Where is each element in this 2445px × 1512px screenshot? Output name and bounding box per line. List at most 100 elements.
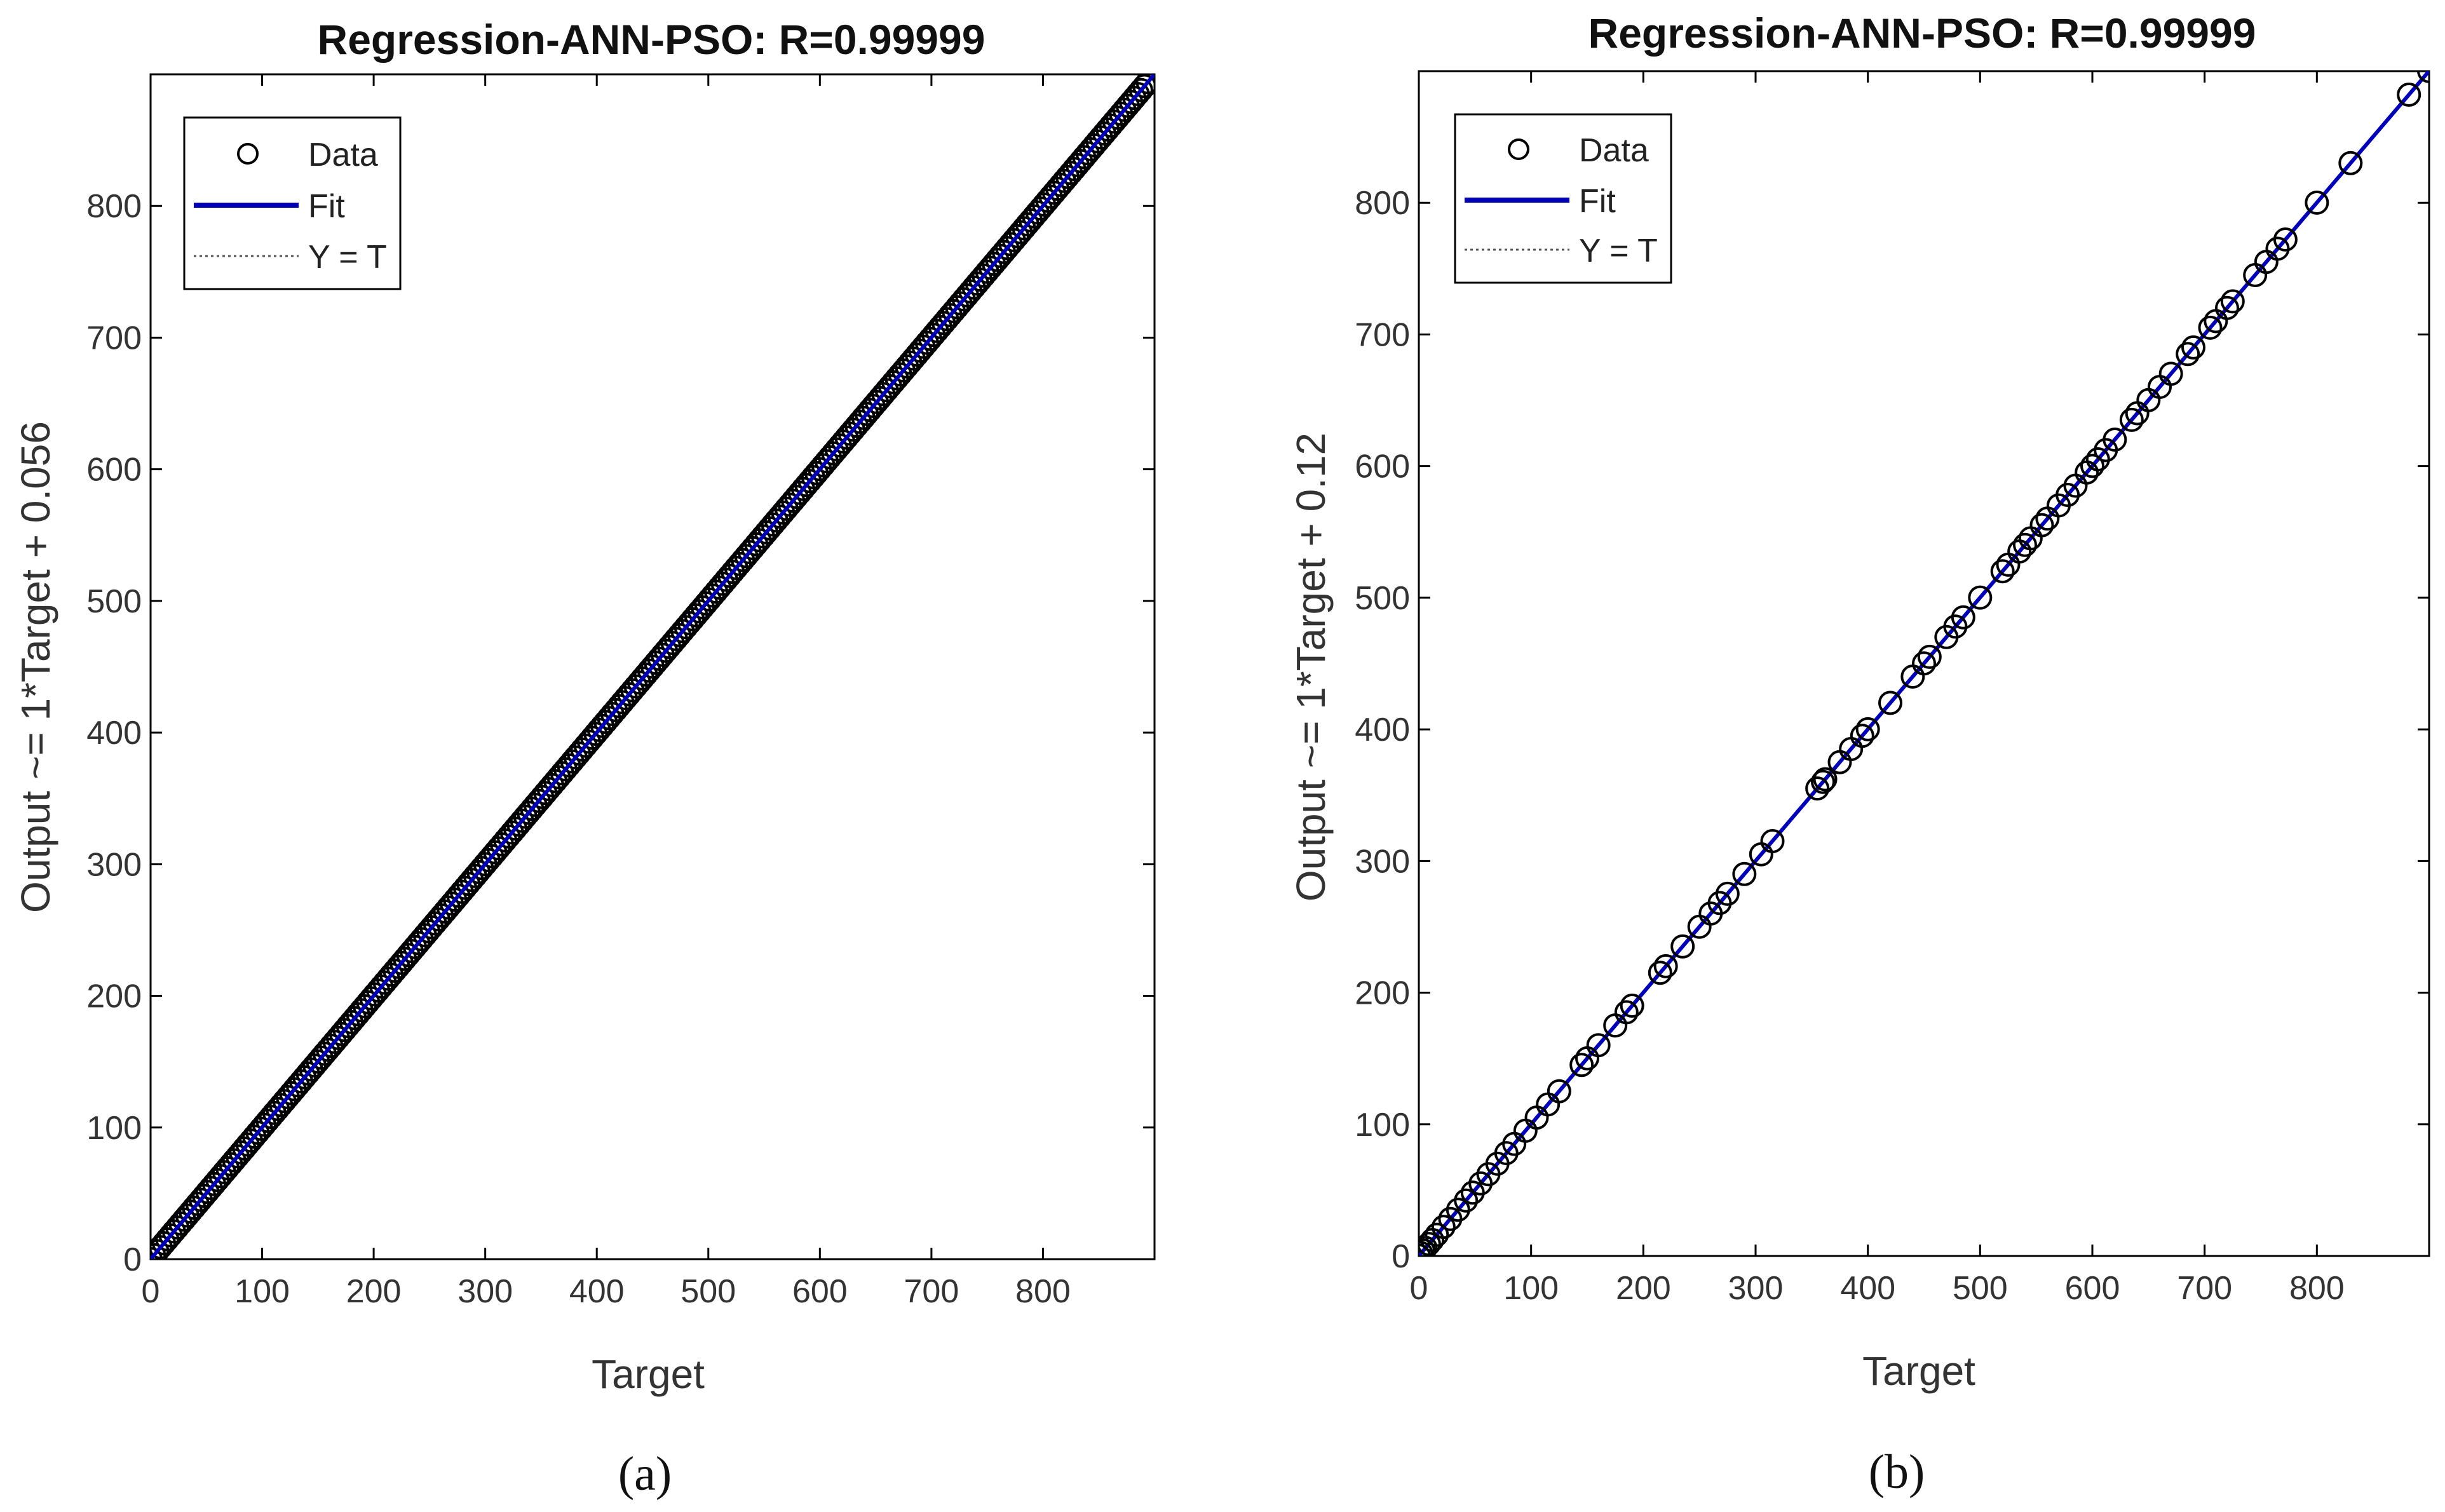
legend-b-fit-label: Fit xyxy=(1579,183,1616,220)
x-tick-label: 200 xyxy=(346,1273,402,1310)
panel-a-title: Regression-ANN-PSO: R=0.99999 xyxy=(318,16,985,63)
x-tick-label: 600 xyxy=(792,1273,848,1310)
panel-b-x-ticks: 0 100 200 300 400 500 600 700 800 xyxy=(1410,71,2345,1307)
data-point xyxy=(1547,1079,1571,1104)
data-point xyxy=(1990,559,2015,584)
data-point xyxy=(1454,1188,1479,1213)
panel-b-fit-line xyxy=(1419,71,2429,1256)
x-tick-label: 500 xyxy=(1953,1270,2008,1307)
data-point xyxy=(1653,954,1678,978)
data-point xyxy=(1425,1222,1449,1247)
panel-a-chart: Regression-ANN-PSO: R=0.99999 0 100 200 300… xyxy=(13,16,1156,1501)
y-tick-label: 100 xyxy=(86,1110,142,1147)
x-tick-label: 300 xyxy=(457,1273,513,1310)
legend-a-identity-label: Y = T xyxy=(308,239,387,276)
panel-b-y-label: Output ~= 1*Target + 0.12 xyxy=(1288,433,1334,901)
data-point xyxy=(1813,767,1838,792)
data-point xyxy=(2220,289,2245,314)
data-point xyxy=(2215,295,2239,320)
data-point xyxy=(1850,724,1874,748)
x-tick-label: 500 xyxy=(681,1273,736,1310)
data-point xyxy=(2176,342,2200,367)
data-point xyxy=(2181,335,2205,360)
data-point xyxy=(1431,1215,1456,1239)
data-point xyxy=(2013,532,2037,557)
x-tick-label: 800 xyxy=(2289,1270,2345,1307)
x-tick-label: 600 xyxy=(2065,1270,2120,1307)
y-tick-label: 800 xyxy=(1355,185,1410,222)
data-point xyxy=(1855,717,1880,741)
panel-a-y-ticks: 0 100 200 300 400 500 600 700 800 xyxy=(86,188,1155,1278)
y-tick-label: 100 xyxy=(1355,1107,1410,1144)
y-tick-label: 600 xyxy=(1355,449,1410,485)
legend-b-identity-label: Y = T xyxy=(1579,233,1658,269)
data-point xyxy=(1811,769,1835,794)
data-point xyxy=(1917,644,1942,669)
data-point xyxy=(2080,454,2104,478)
data-point xyxy=(1614,1000,1639,1025)
data-point xyxy=(2029,513,2054,537)
y-tick-label: 600 xyxy=(86,452,142,489)
x-tick-label: 800 xyxy=(1015,1273,1071,1310)
y-tick-label: 400 xyxy=(86,715,142,752)
data-point xyxy=(2119,407,2144,432)
panel-b-x-label: Target xyxy=(1862,1348,1975,1394)
data-point xyxy=(2273,227,2298,252)
data-point xyxy=(2198,315,2223,340)
panel-a-data-points xyxy=(151,74,1155,1259)
legend-b-data-marker xyxy=(1508,138,1529,160)
y-tick-label: 700 xyxy=(1355,316,1410,353)
panel-a-x-ticks: 0 100 200 300 400 500 600 700 800 xyxy=(142,74,1071,1310)
y-tick-label: 400 xyxy=(1355,712,1410,748)
panel-b-y-ticks: 0 100 200 300 400 500 600 700 800 xyxy=(1355,185,2429,1275)
data-point xyxy=(2158,361,2183,386)
x-tick-label: 700 xyxy=(2177,1270,2232,1307)
panel-a-y-label: Output ~= 1*Target + 0.056 xyxy=(13,421,58,913)
data-point xyxy=(1132,74,1155,98)
y-tick-label: 300 xyxy=(86,846,142,883)
y-tick-label: 200 xyxy=(1355,975,1410,1012)
data-point xyxy=(1135,74,1155,95)
y-tick-label: 0 xyxy=(1392,1238,1410,1275)
data-point xyxy=(1128,78,1153,102)
x-tick-label: 100 xyxy=(1503,1270,1559,1307)
panel-b-caption: (b) xyxy=(1869,1445,1925,1499)
panel-a-fit-line xyxy=(151,74,1155,1259)
panel-b-data-points xyxy=(1419,71,2429,1256)
data-point xyxy=(1620,994,1644,1018)
panel-b-legend: Data Fit Y = T xyxy=(1454,113,1672,284)
data-point xyxy=(1760,829,1785,854)
legend-b-data-label: Data xyxy=(1579,132,1649,169)
y-tick-label: 800 xyxy=(86,188,142,225)
legend-a-data-marker xyxy=(237,143,259,165)
data-point xyxy=(1732,861,1757,886)
x-tick-label: 300 xyxy=(1728,1270,1784,1307)
y-tick-label: 500 xyxy=(1355,580,1410,617)
x-tick-label: 200 xyxy=(1616,1270,1671,1307)
data-point xyxy=(1715,881,1740,906)
y-tick-label: 500 xyxy=(86,583,142,620)
y-tick-label: 0 xyxy=(123,1241,142,1278)
x-tick-label: 0 xyxy=(1410,1270,1428,1307)
panel-b-chart: Regression-ANN-PSO: R=0.99999 0 100 200 300… xyxy=(1288,10,2430,1499)
data-point xyxy=(1951,605,1975,630)
x-tick-label: 700 xyxy=(904,1273,959,1310)
legend-a-fit-label: Fit xyxy=(308,188,345,225)
data-point xyxy=(1586,1033,1611,1058)
panel-b-title: Regression-ANN-PSO: R=0.99999 xyxy=(1588,10,2256,57)
data-point xyxy=(2397,83,2421,107)
data-point xyxy=(1968,585,1993,610)
data-point xyxy=(2305,190,2329,215)
data-point xyxy=(1878,691,1902,715)
x-tick-label: 400 xyxy=(1840,1270,1895,1307)
panel-a-x-label: Target xyxy=(592,1351,705,1397)
data-point xyxy=(1648,961,1672,985)
data-point xyxy=(1569,1053,1594,1077)
y-tick-label: 300 xyxy=(1355,843,1410,880)
data-point xyxy=(1670,934,1695,959)
y-tick-label: 200 xyxy=(86,978,142,1015)
x-tick-label: 400 xyxy=(569,1273,625,1310)
data-point xyxy=(2338,151,2363,175)
x-tick-label: 100 xyxy=(234,1273,290,1310)
